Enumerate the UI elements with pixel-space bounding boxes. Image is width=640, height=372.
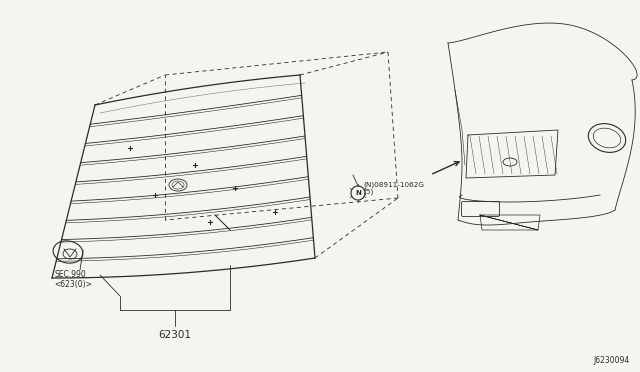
Text: 62301: 62301	[159, 330, 191, 340]
Text: SEC.990
<623(0)>: SEC.990 <623(0)>	[54, 270, 92, 289]
Text: N: N	[355, 190, 361, 196]
Circle shape	[351, 186, 365, 200]
Text: (N)08911-1062G
(5): (N)08911-1062G (5)	[363, 181, 424, 195]
Ellipse shape	[593, 128, 621, 148]
Text: J6230094: J6230094	[594, 356, 630, 365]
